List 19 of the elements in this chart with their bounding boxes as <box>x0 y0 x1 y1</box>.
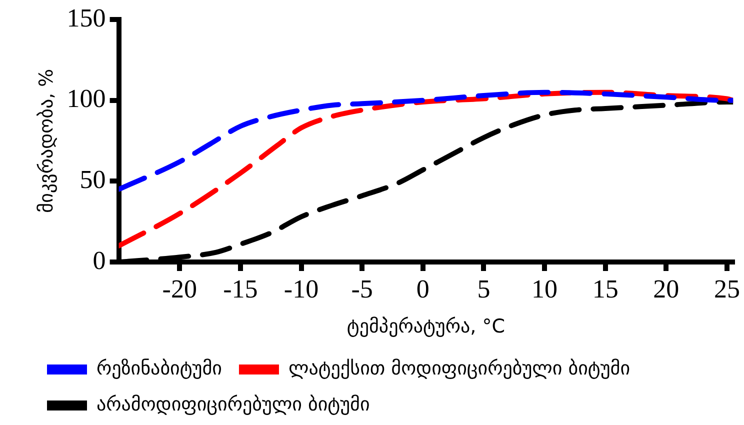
x-tick-label: -15 <box>223 274 258 304</box>
x-axis-title: ტემპერატურა, °C <box>346 316 505 338</box>
x-tick-label: 15 <box>592 274 618 304</box>
y-tick-label: 50 <box>80 165 106 194</box>
y-tick-label: 0 <box>92 246 106 275</box>
x-tick-label: -20 <box>162 274 197 304</box>
x-tick-label: -5 <box>351 274 373 304</box>
x-tick-label: 5 <box>477 274 490 304</box>
x-tick-label: 0 <box>416 274 430 304</box>
legend-label: არამოდიფიცირებული ბიტუმი <box>96 393 370 416</box>
y-axis-title: მიკვრადობა, % <box>35 68 58 213</box>
x-tick-label: 20 <box>653 274 680 304</box>
x-tick-label: -10 <box>284 274 319 304</box>
y-tick-label: 100 <box>66 84 106 114</box>
x-tick-label: 25 <box>714 274 740 304</box>
legend-label: ლატექსით მოდიფიცირებული ბიტუმი <box>288 357 630 380</box>
x-tick-label: 10 <box>532 274 558 304</box>
y-tick-label: 150 <box>66 3 106 32</box>
legend-label: რეზინაბიტუმი <box>96 357 222 380</box>
